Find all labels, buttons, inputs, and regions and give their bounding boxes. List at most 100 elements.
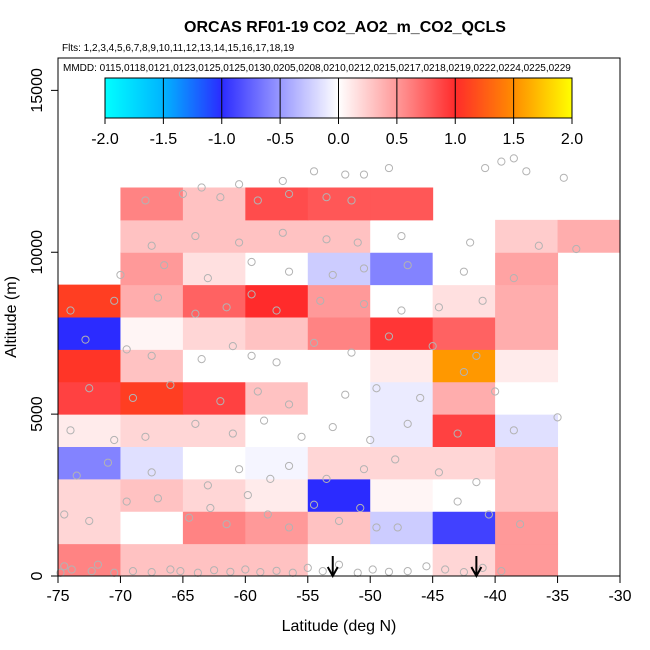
heatmap-cell xyxy=(245,511,309,545)
x-tick-label: -70 xyxy=(109,588,132,605)
heatmap-cell xyxy=(182,414,246,447)
sample-points xyxy=(56,154,581,577)
sample-point xyxy=(67,565,76,574)
heatmap-cell xyxy=(182,187,246,221)
sample-point xyxy=(441,565,450,574)
sample-point xyxy=(278,228,287,237)
heatmap-cell xyxy=(307,284,371,318)
sample-point xyxy=(334,516,344,526)
sample-point xyxy=(478,296,487,305)
sample-point xyxy=(366,435,375,445)
sample-point xyxy=(391,455,400,464)
heatmap-cell xyxy=(432,414,496,447)
x-tick-label: -35 xyxy=(546,588,569,605)
sample-point xyxy=(372,523,381,532)
sample-point xyxy=(216,193,225,202)
heatmap-cell xyxy=(182,284,246,318)
sample-point xyxy=(216,397,225,406)
sample-point xyxy=(210,566,219,575)
sample-point xyxy=(243,490,252,500)
sample-point xyxy=(93,560,103,569)
sample-point xyxy=(247,257,256,267)
sample-point xyxy=(178,189,187,199)
sample-point xyxy=(534,241,543,250)
heatmap-cell xyxy=(307,187,371,221)
heatmap-cell xyxy=(245,381,309,415)
heatmap-cell xyxy=(495,543,559,577)
sample-point xyxy=(491,387,500,396)
sample-point xyxy=(60,562,69,571)
heatmap-cell xyxy=(307,511,371,545)
heatmap-cell xyxy=(245,317,309,350)
heatmap-cell xyxy=(307,252,371,286)
sample-point xyxy=(384,332,394,341)
heatmap-cell xyxy=(307,219,371,253)
sample-point xyxy=(393,523,402,532)
chart-title: ORCAS RF01-19 CO2_AO2_m_CO2_QCLS xyxy=(184,19,506,36)
heatmap-cell xyxy=(370,543,434,577)
sample-point xyxy=(147,468,156,477)
heatmap-cell xyxy=(557,219,621,253)
sample-point xyxy=(341,390,350,399)
y-tick-label: 5000 xyxy=(29,396,46,432)
sample-point xyxy=(403,419,412,428)
sample-point xyxy=(481,163,490,173)
sample-point xyxy=(403,567,412,576)
x-axis-ticks: -75 -70 -65 -60 -55 -50 -45 -40 -35 -30 xyxy=(46,576,632,605)
heatmap-cell xyxy=(120,317,184,350)
sample-point xyxy=(191,231,200,241)
sample-point xyxy=(226,567,235,576)
sample-point xyxy=(484,510,493,519)
colorbar-tick-label: -2.0 xyxy=(91,131,119,148)
sample-point xyxy=(253,387,262,396)
sample-point xyxy=(572,244,581,254)
sample-point xyxy=(141,432,150,441)
heatmap-cell xyxy=(432,317,496,350)
heatmap-cell xyxy=(495,381,559,415)
sample-point xyxy=(472,351,481,360)
sample-point xyxy=(222,303,231,312)
sample-point xyxy=(266,474,275,483)
sample-point xyxy=(128,393,138,403)
colorbar-tick-label: 0.5 xyxy=(386,131,408,148)
heatmap-cell xyxy=(307,414,371,447)
heatmap-cell xyxy=(370,187,434,221)
heatmap-cell xyxy=(370,317,434,350)
colorbar-tick-label: 1.5 xyxy=(503,131,525,148)
sample-point xyxy=(247,351,256,360)
heatmap-cell xyxy=(432,446,496,480)
heatmap-cell xyxy=(370,446,434,480)
sample-point xyxy=(272,358,281,367)
sample-point xyxy=(359,264,369,273)
heatmap-cell xyxy=(432,284,496,318)
sample-point xyxy=(322,235,331,244)
sample-point xyxy=(197,354,206,364)
sample-point xyxy=(176,567,185,576)
sample-point xyxy=(478,563,487,573)
heatmap-cell xyxy=(432,478,496,512)
heatmap-cell xyxy=(58,446,121,480)
heatmap-cell xyxy=(58,478,121,512)
x-tick-label: -65 xyxy=(171,588,194,605)
sample-point xyxy=(309,167,319,176)
heatmap-cell xyxy=(120,478,184,512)
heatmap-cell xyxy=(495,219,559,253)
sample-point xyxy=(272,566,281,575)
sample-point xyxy=(122,345,131,354)
plot-frame xyxy=(57,57,621,577)
sample-point xyxy=(328,422,337,432)
heatmap-cell xyxy=(307,478,371,512)
sample-point xyxy=(359,465,369,474)
heatmap-cell xyxy=(495,252,559,286)
sample-point xyxy=(453,497,462,506)
heatmap-cell xyxy=(120,543,184,577)
sample-point xyxy=(153,494,163,503)
sample-point xyxy=(328,270,337,280)
heatmap-cell xyxy=(245,187,309,221)
sample-point xyxy=(284,461,294,471)
sample-point xyxy=(234,180,244,189)
heatmap-cell xyxy=(182,543,246,577)
colorbar-ticks: -2.0 -1.5 -1.0 -0.5 0.0 0.5 1.0 1.5 2.0 xyxy=(91,118,583,148)
sample-point xyxy=(316,296,325,305)
